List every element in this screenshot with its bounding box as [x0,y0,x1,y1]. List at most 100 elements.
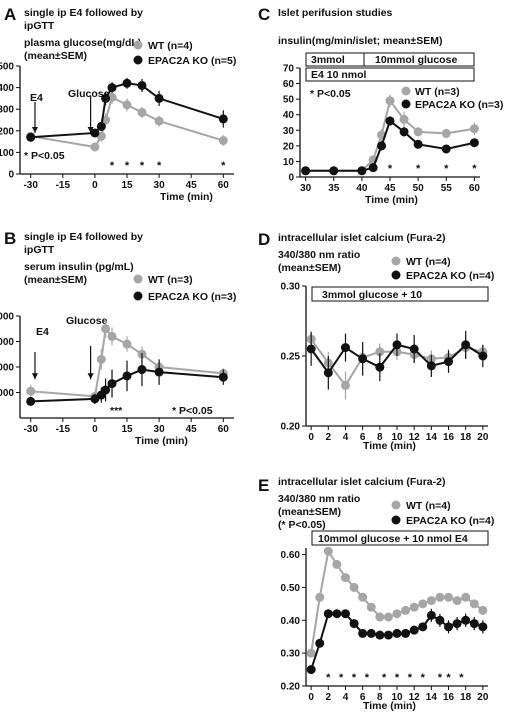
legend-label-ko: EPAC2A KO (n=4) [406,515,494,527]
data-point [409,602,419,612]
panel-a-plot: -30 -15 0 15 30 45 60 0 100 200 300 400 500 * * * * * [0,62,234,191]
panel-c-letter: C [258,5,270,24]
data-point [366,602,376,612]
y-tick-label: 200 [0,126,14,137]
box-10mmol-glucose [363,52,475,67]
data-point [340,380,350,390]
x-tick-label: 18 [460,692,472,703]
box-e4 [305,67,475,82]
x-tick-label: 20 [477,432,489,443]
y-tick-label: 300 [0,105,14,116]
data-point [122,339,132,349]
panel-a-pvalue: * P<0.05 [24,150,65,162]
legend-marker-wt [133,40,143,50]
significance-asterisk: * [110,160,115,172]
data-point [107,83,117,93]
box-10mmol-glucose-e4 [311,530,489,546]
data-point [426,596,436,606]
y-tick-label: 40 [283,110,295,121]
y-tick-label: 50 [283,95,295,106]
y-tick-label: 0.40 [281,616,301,627]
data-point [26,132,36,142]
x-tick-label: 45 [384,183,396,194]
x-tick-label: 0 [308,432,314,443]
data-point [323,546,333,556]
legend-marker-wt [133,274,143,284]
significance-asterisk: * [140,160,145,172]
data-point [306,344,316,354]
data-point [323,368,333,378]
data-point [418,622,428,632]
x-tick-label: 30 [300,183,312,194]
data-point [444,622,454,632]
panel-b-plot: -30 -15 0 15 30 45 60 1,000 2,000 3,000 4,000 [0,312,234,435]
y-tick-label: 0.60 [281,550,301,561]
legend-marker-ko [391,515,401,525]
x-tick-label: 50 [413,183,425,194]
x-tick-label: 8 [377,432,383,443]
event-arrow-head [31,373,38,380]
data-point [218,372,228,382]
data-point [154,116,164,126]
panel-c-pvalue: * P<0.05 [310,88,351,100]
data-point [383,612,393,622]
data-point [375,362,385,372]
event-arrow-head [31,126,38,133]
data-point [452,619,462,629]
significance-asterisk: * [326,672,331,684]
legend-marker-ko [133,55,143,65]
data-point [413,139,423,149]
legend-marker-ko [391,270,401,280]
data-point [315,592,325,602]
legend-label-wt: WT (n=3) [148,274,193,286]
data-point [383,630,393,640]
x-tick-label: 6 [360,692,366,703]
y-tick-label: 4,000 [0,312,14,323]
data-point [122,371,132,381]
panel-b-legend: WT (n=3) EPAC2A KO (n=3) [133,274,236,303]
panel-c-title: Islet perifusion studies [278,7,393,19]
panel-b-title-1: single ip E4 followed by [24,231,143,243]
data-point [441,128,451,138]
panel-d: D intracellular islet calcium (Fura-2) 3… [258,230,494,452]
panel-d-ylabel-2: (mean±SEM) [278,262,341,274]
data-point [306,648,316,658]
data-point [101,93,111,103]
panel-a: A single ip E4 followed by ipGTT plasma … [0,5,236,203]
panel-e-ylabel-2: (mean±SEM) [278,506,341,518]
significance-asterisk: * [472,163,477,175]
significance-asterisk: * [459,672,464,684]
legend-marker-wt [401,86,411,96]
data-point [478,351,488,361]
data-point [358,592,368,602]
data-point [444,357,454,367]
y-tick-label: 70 [283,64,295,75]
panel-d-legend: WT (n=4) EPAC2A KO (n=4) [391,256,494,282]
data-point [349,582,359,592]
x-tick-label: -30 [23,424,38,435]
data-point [366,628,376,638]
panel-c: C Islet perifusion studies insulin(mg/mi… [258,5,503,206]
legend-label-ko: EPAC2A KO (n=4) [406,270,494,282]
x-tick-label: 45 [186,180,198,191]
panel-c-plot: 30 35 40 45 50 55 60 0 10 20 30 40 50 60 70 * * * * * [283,64,480,195]
panel-b-ylabel-2: (mean±SEM) [24,274,87,286]
x-tick-label: 55 [441,183,453,194]
panel-b-title-2: ipGTT [24,244,55,256]
legend-label-wt: WT (n=3) [415,86,460,98]
data-point [435,592,445,602]
data-point [461,592,471,602]
y-tick-label: 0.25 [281,352,301,363]
panel-b-pvalue: * P<0.05 [172,405,213,417]
panel-e-ylabel-3: (* P<0.05) [278,519,326,531]
x-tick-label: -15 [56,180,71,191]
significance-asterisk: * [421,672,426,684]
legend-marker-ko [401,99,411,109]
data-point [154,93,164,103]
x-tick-label: 0 [92,424,98,435]
data-point [101,385,111,395]
box-3mmol-label: 3mmol [311,54,345,66]
significance-asterisk: * [388,163,393,175]
data-point [349,619,359,629]
data-point [469,599,479,609]
